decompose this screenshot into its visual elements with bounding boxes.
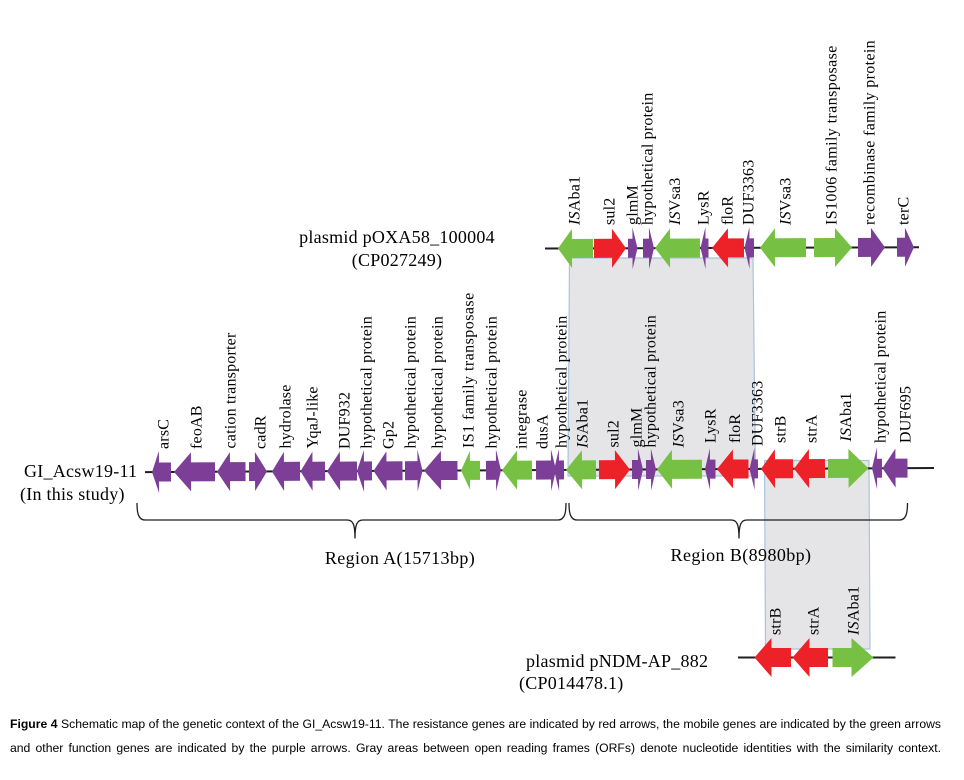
svg-text:feoAB: feoAB xyxy=(189,405,206,449)
svg-text:(In this study): (In this study) xyxy=(20,484,125,505)
svg-text:hypothetical protein: hypothetical protein xyxy=(640,93,657,225)
svg-text:GI_Acsw19-11: GI_Acsw19-11 xyxy=(24,461,137,481)
svg-text:sul2: sul2 xyxy=(606,420,623,447)
svg-text:(CP014478.1): (CP014478.1) xyxy=(519,673,624,694)
svg-text:floR: floR xyxy=(727,414,744,443)
svg-text:IS1006 family transposase: IS1006 family transposase xyxy=(824,45,841,225)
svg-text:ISAba1: ISAba1 xyxy=(846,586,863,636)
svg-text:Region B(8980bp): Region B(8980bp) xyxy=(671,545,812,566)
svg-text:terC: terC xyxy=(896,197,913,225)
svg-text:sul2: sul2 xyxy=(602,198,619,225)
svg-text:glmM: glmM xyxy=(629,408,646,448)
svg-text:strB: strB xyxy=(773,416,790,443)
svg-text:LysR: LysR xyxy=(703,408,720,443)
svg-text:(CP027249): (CP027249) xyxy=(352,250,443,271)
svg-text:hypothetical protein: hypothetical protein xyxy=(484,316,501,448)
svg-text:plasmid pOXA58_100004: plasmid pOXA58_100004 xyxy=(299,227,495,247)
svg-text:YqaJ-like: YqaJ-like xyxy=(305,386,322,448)
svg-text:integrase: integrase xyxy=(514,389,531,449)
svg-text:hypothetical protein: hypothetical protein xyxy=(430,316,447,448)
svg-text:DUF3363: DUF3363 xyxy=(741,160,758,225)
svg-text:hypothetical protein: hypothetical protein xyxy=(554,316,571,448)
svg-text:ISAba1: ISAba1 xyxy=(567,176,584,226)
svg-text:Gp2: Gp2 xyxy=(381,421,398,449)
svg-text:ISVsa3: ISVsa3 xyxy=(671,400,688,448)
svg-text:ISAba1: ISAba1 xyxy=(575,399,592,449)
svg-text:IS1 family transposase: IS1 family transposase xyxy=(461,292,478,448)
svg-text:hypothetical protein: hypothetical protein xyxy=(643,315,660,447)
svg-text:glmM: glmM xyxy=(625,185,642,225)
svg-text:hypothetical protein: hypothetical protein xyxy=(359,316,376,448)
svg-text:Region A(15713bp): Region A(15713bp) xyxy=(325,548,475,569)
svg-text:ISVsa3: ISVsa3 xyxy=(778,178,795,226)
svg-text:ISVsa3: ISVsa3 xyxy=(667,178,684,226)
svg-text:arsC: arsC xyxy=(156,419,173,449)
svg-text:hypothetical protein: hypothetical protein xyxy=(403,316,420,448)
svg-text:hydrolase: hydrolase xyxy=(278,384,295,448)
svg-text:cation transporter: cation transporter xyxy=(223,332,240,448)
svg-text:hypothetical protein: hypothetical protein xyxy=(873,311,890,443)
svg-text:strA: strA xyxy=(806,606,823,635)
svg-text:DUF932: DUF932 xyxy=(337,392,354,449)
svg-text:plasmid pNDM-AP_882: plasmid pNDM-AP_882 xyxy=(526,651,708,671)
svg-text:ISAba1: ISAba1 xyxy=(838,392,855,442)
svg-text:DUF3363: DUF3363 xyxy=(750,381,767,446)
svg-text:LysR: LysR xyxy=(696,190,713,225)
svg-text:floR: floR xyxy=(720,196,737,225)
svg-text:strB: strB xyxy=(768,608,785,635)
svg-text:cadR: cadR xyxy=(253,415,270,449)
svg-text:DUF695: DUF695 xyxy=(898,386,915,443)
svg-text:strA: strA xyxy=(804,414,821,443)
svg-text:dusA: dusA xyxy=(535,414,552,449)
svg-text:recombinase family protein: recombinase family protein xyxy=(862,40,879,225)
